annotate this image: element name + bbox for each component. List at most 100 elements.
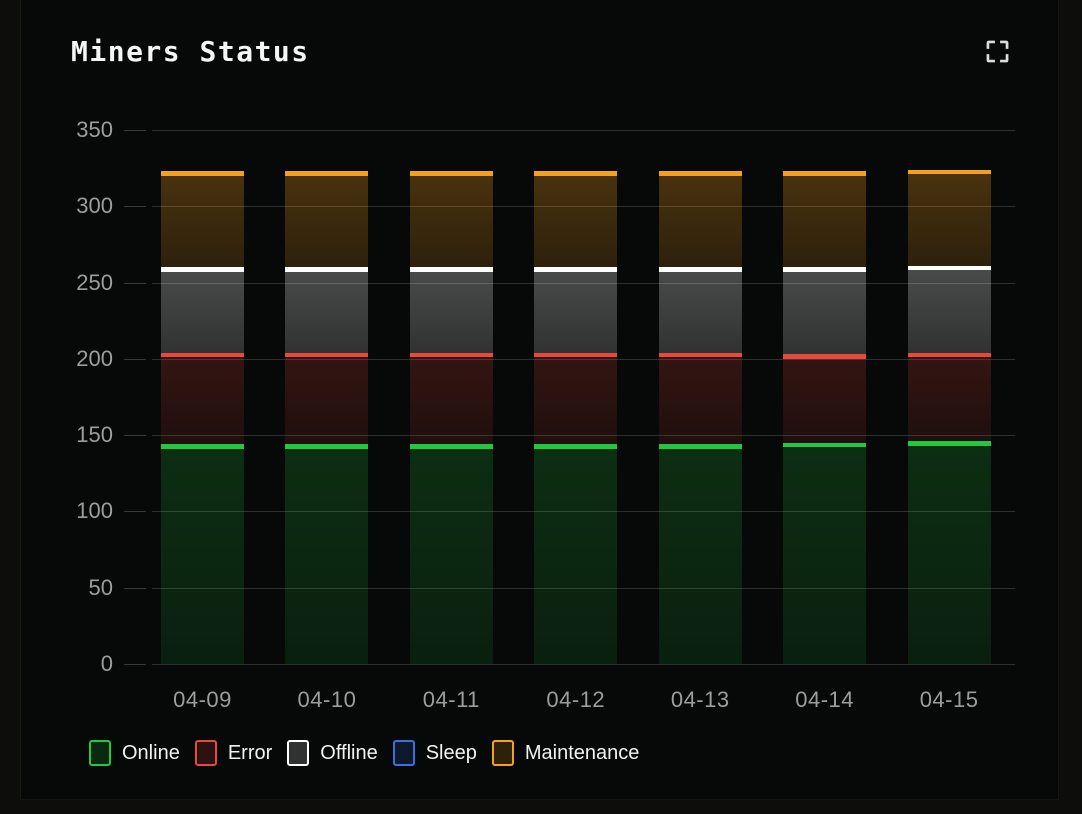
legend-item-sleep[interactable]: Sleep <box>392 740 477 766</box>
legend-swatch-sleep-icon <box>392 740 415 766</box>
segment-cap-maintenance <box>534 171 618 176</box>
y-axis-tick <box>124 435 146 437</box>
gridline <box>152 358 1015 360</box>
segment-cap-maintenance <box>285 171 369 176</box>
segment-maintenance <box>409 171 493 268</box>
gridline <box>152 587 1015 589</box>
legend-label: Sleep <box>425 742 477 764</box>
segment-online <box>907 441 991 664</box>
segment-online <box>534 444 618 664</box>
legend-label: Online <box>122 742 180 764</box>
segment-cap-maintenance <box>658 171 742 176</box>
bar-04-11[interactable] <box>409 130 493 664</box>
legend-swatch-error-icon <box>194 740 217 766</box>
segment-error <box>161 352 244 445</box>
bar-04-14[interactable] <box>783 130 867 664</box>
segment-maintenance <box>783 171 867 268</box>
segment-cap-error <box>783 354 867 359</box>
chart-title: Miners Status <box>71 35 310 68</box>
segment-cap-online <box>161 444 244 449</box>
segment-cap-offline <box>783 267 867 272</box>
segment-cap-maintenance <box>783 171 867 176</box>
y-axis-label: 300 <box>76 193 113 219</box>
y-axis-label: 50 <box>88 574 113 600</box>
segment-cap-maintenance <box>161 171 244 176</box>
expand-button[interactable] <box>982 37 1012 67</box>
segment-online <box>658 444 742 664</box>
segment-cap-offline <box>285 267 369 272</box>
y-axis-tick <box>124 587 146 589</box>
legend-item-online[interactable]: Online <box>89 740 180 766</box>
segment-error <box>285 352 369 445</box>
gridline <box>152 511 1015 513</box>
segment-offline <box>783 267 867 355</box>
x-axis-label: 04-09 <box>173 687 232 712</box>
bar-04-10[interactable] <box>285 130 369 664</box>
segment-online <box>285 444 369 664</box>
chart-legend: Online Error Offline Sleep Maintenance <box>89 740 639 766</box>
segment-cap-offline <box>907 265 991 271</box>
segment-offline <box>534 267 618 353</box>
legend-label: Offline <box>320 742 378 764</box>
segment-online <box>161 444 244 664</box>
x-axis-label: 04-10 <box>297 687 357 712</box>
gridline <box>152 664 1015 665</box>
segment-cap-offline <box>409 267 493 272</box>
segment-offline <box>907 265 991 353</box>
bar-04-13[interactable] <box>658 130 742 664</box>
segment-cap-online <box>658 444 742 449</box>
gridline <box>152 206 1015 208</box>
segment-cap-online <box>534 444 618 449</box>
segment-error <box>907 352 991 442</box>
bar-04-12[interactable] <box>534 130 618 664</box>
segment-maintenance <box>658 171 742 268</box>
segment-cap-error <box>658 352 742 358</box>
segment-cap-error <box>409 352 493 358</box>
y-axis-tick <box>124 358 146 360</box>
segment-online <box>409 444 493 664</box>
bar-04-09[interactable] <box>161 130 244 664</box>
legend-item-maintenance[interactable]: Maintenance <box>491 740 640 766</box>
y-axis-label: 350 <box>76 117 113 142</box>
y-axis-tick <box>124 130 146 131</box>
fullscreen-expand-icon <box>986 40 1008 63</box>
x-axis-label: 04-15 <box>919 687 979 712</box>
segment-cap-online <box>409 444 493 449</box>
legend-item-offline[interactable]: Offline <box>287 740 378 766</box>
segment-error <box>658 352 742 445</box>
x-axis-label: 04-11 <box>422 687 480 712</box>
gridline <box>152 435 1015 437</box>
y-axis-label: 250 <box>76 269 113 295</box>
gridline <box>152 130 1015 131</box>
plot-area <box>124 130 1015 665</box>
segment-cap-offline <box>658 267 742 272</box>
gridline <box>152 282 1015 284</box>
segment-offline <box>658 267 742 353</box>
segment-cap-online <box>783 442 867 448</box>
y-axis-label: 0 <box>100 651 113 676</box>
segment-maintenance <box>534 171 618 268</box>
bar-04-15[interactable] <box>907 130 991 664</box>
miners-status-card: Miners Status 0 50 100 150 200 250 300 350 04-0… <box>20 0 1059 800</box>
segment-cap-offline <box>534 267 618 272</box>
segment-error <box>783 354 867 443</box>
segment-offline <box>161 267 244 353</box>
y-axis-label: 100 <box>76 498 113 524</box>
legend-swatch-offline-icon <box>287 740 310 766</box>
segment-cap-error <box>285 352 369 358</box>
segment-cap-maintenance <box>907 169 991 175</box>
legend-swatch-online-icon <box>89 740 111 766</box>
y-axis-tick <box>124 206 146 208</box>
y-axis-label: 200 <box>76 345 113 371</box>
segment-offline <box>409 267 493 353</box>
segment-cap-error <box>534 352 618 358</box>
legend-item-error[interactable]: Error <box>194 740 272 766</box>
segment-cap-online <box>285 444 369 449</box>
x-axis-label: 04-12 <box>546 687 606 712</box>
segment-cap-offline <box>161 267 244 272</box>
y-axis-tick <box>124 664 146 665</box>
legend-label: Maintenance <box>524 742 640 764</box>
y-axis-tick <box>124 511 146 513</box>
segment-maintenance <box>161 171 244 268</box>
